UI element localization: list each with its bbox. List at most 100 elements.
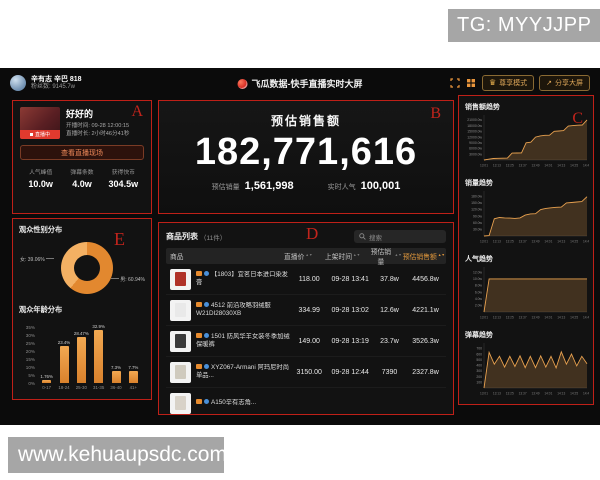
table-row[interactable]: A150辛有志角... bbox=[166, 388, 446, 414]
svg-text:13:01: 13:01 bbox=[480, 316, 488, 320]
svg-text:14:25: 14:25 bbox=[570, 316, 578, 320]
annotation-letter-b: B bbox=[430, 105, 441, 122]
svg-text:120.0w: 120.0w bbox=[471, 208, 482, 212]
tg-watermark: TG: MYYJJPP bbox=[448, 9, 600, 42]
svg-text:300: 300 bbox=[476, 369, 482, 373]
svg-text:13:01: 13:01 bbox=[480, 240, 488, 244]
grid-panel-icon[interactable] bbox=[466, 78, 477, 89]
bar-category-label: 36-40 bbox=[110, 385, 122, 390]
age-bar bbox=[94, 330, 104, 383]
product-list-title: 商品列表 bbox=[166, 232, 198, 241]
platform-tag-icon bbox=[203, 270, 209, 277]
sort-icon: ▲▼ bbox=[353, 253, 361, 258]
svg-text:180.0w: 180.0w bbox=[471, 195, 482, 199]
svg-text:13:25: 13:25 bbox=[506, 164, 514, 168]
col-time[interactable]: 上架时间 ▲▼ bbox=[324, 253, 361, 261]
svg-text:13:13: 13:13 bbox=[493, 240, 501, 244]
gender-donut bbox=[61, 242, 113, 294]
streamer-name: 辛有志 辛巴 818 bbox=[31, 75, 82, 83]
fullscreen-icon[interactable] bbox=[450, 78, 461, 89]
live-cover-image: 直播中 bbox=[20, 107, 60, 139]
axis-tick: 15% bbox=[25, 356, 35, 362]
svg-text:14:13: 14:13 bbox=[557, 316, 565, 320]
svg-text:13:37: 13:37 bbox=[519, 316, 527, 320]
product-thumbnail bbox=[170, 268, 191, 290]
search-input[interactable]: 搜索 bbox=[354, 230, 446, 243]
svg-text:13:49: 13:49 bbox=[532, 164, 540, 168]
annotation-letter-c: C bbox=[572, 110, 583, 127]
svg-text:6.0w: 6.0w bbox=[475, 290, 483, 294]
sort-icon: ▲▼ bbox=[305, 253, 313, 258]
table-row[interactable]: 【1803】宜茗日本进口染发膏 118.00 09-28 13:41 37.8w 445… bbox=[166, 264, 446, 295]
svg-text:14:01: 14:01 bbox=[544, 316, 552, 320]
product-name: 4512 前沿攻略羽绒服W21DI28030XB bbox=[196, 301, 271, 317]
shop-tag-icon bbox=[196, 301, 202, 308]
bar-category-label: 25-30 bbox=[75, 385, 87, 390]
bar-value-label: 23.4% bbox=[57, 339, 71, 345]
stat-coins-earned: 获得快币 304.5w bbox=[108, 170, 139, 189]
svg-text:30.0w: 30.0w bbox=[473, 228, 483, 232]
svg-text:13:25: 13:25 bbox=[506, 392, 514, 396]
popularity-chart: 12.0w 10.0w 8.0w 6.0w 4.0w 2.0w 13:01 13:13 13:2… bbox=[473, 267, 589, 320]
trends-panel: C 销售额趋势 21000.0w 18000.0w 15000.0w 12000.0w… bbox=[458, 95, 594, 405]
feigua-logo-icon bbox=[237, 78, 248, 89]
svg-text:13:37: 13:37 bbox=[519, 240, 527, 244]
table-row[interactable]: 4512 前沿攻略羽绒服W21DI28030XB 334.99 09-28 13:0… bbox=[166, 295, 446, 326]
bar-category-label: 0-17 bbox=[42, 385, 52, 390]
site-watermark: www.kehuaupsdc.com bbox=[8, 437, 227, 473]
svg-text:13:37: 13:37 bbox=[519, 164, 527, 168]
svg-text:14:25: 14:25 bbox=[570, 240, 578, 244]
platform-tag-icon bbox=[203, 332, 209, 339]
live-icon bbox=[29, 133, 33, 136]
svg-text:14:42: 14:42 bbox=[583, 240, 589, 244]
dashboard: 辛有志 辛巴 818 粉丝数: 9145.7w 飞瓜数据-快手直播实时大屏 ♛ … bbox=[0, 68, 600, 425]
col-revenue[interactable]: 预估销售额 ▲▼ bbox=[402, 253, 445, 261]
age-bar bbox=[59, 345, 69, 383]
product-name: 1501 防风华羊女装冬季加绒保暖裤 bbox=[196, 332, 290, 348]
live-price: 3150.00 bbox=[296, 368, 322, 376]
product-name: XYZ067-Armani 阿玛尼时尚单品... bbox=[196, 363, 290, 379]
svg-text:10.0w: 10.0w bbox=[473, 277, 483, 281]
bar-value-label: 28.47% bbox=[73, 331, 89, 337]
live-duration: 直播时长: 2小时46分41秒 bbox=[66, 131, 130, 138]
gender-chart-title: 观众性别分布 bbox=[19, 225, 63, 234]
axis-tick: 5% bbox=[28, 372, 35, 378]
table-row[interactable]: XYZ067-Armani 阿玛尼时尚单品... 3150.00 09-28 12:… bbox=[166, 357, 446, 388]
col-volume[interactable]: 预估销量 ▲▼ bbox=[370, 249, 402, 266]
search-icon bbox=[359, 233, 366, 240]
svg-text:150.0w: 150.0w bbox=[471, 201, 482, 205]
age-chart-title: 观众年龄分布 bbox=[19, 305, 63, 314]
axis-tick: 25% bbox=[25, 340, 35, 346]
svg-text:13:13: 13:13 bbox=[493, 392, 501, 396]
age-bar bbox=[111, 371, 121, 383]
streamer-panel: A 直播中 好好的 开播时间: 09-28 12:00:15 直播时长: 2小时… bbox=[12, 100, 152, 214]
bar-value-label: 32.9% bbox=[92, 324, 105, 330]
platform-tag-icon bbox=[203, 363, 209, 370]
product-thumbnail bbox=[170, 361, 191, 383]
bar-category-label: 18-24 bbox=[58, 385, 70, 390]
svg-text:13:01: 13:01 bbox=[480, 392, 488, 396]
svg-text:13:49: 13:49 bbox=[532, 392, 540, 396]
svg-text:6000.0w: 6000.0w bbox=[469, 147, 482, 151]
product-thumbnail bbox=[170, 392, 191, 414]
sales-volume-trend: 销量趋势 180.0w 150.0w 120.0w 90.0w 60.0w 30.0w 13… bbox=[463, 175, 589, 251]
start-time: 开播时间: 09-28 12:00:15 bbox=[66, 123, 130, 129]
table-row[interactable]: 1501 防风华羊女装冬季加绒保暖裤 149.00 09-28 13:19 23.7w… bbox=[166, 326, 446, 357]
svg-text:100: 100 bbox=[476, 381, 482, 385]
share-icon: ↗ bbox=[546, 80, 552, 87]
product-name: 【1803】宜茗日本进口染发膏 bbox=[196, 270, 288, 286]
svg-text:13:37: 13:37 bbox=[519, 392, 527, 396]
view-live-button[interactable]: 查看直播现场 bbox=[20, 145, 144, 160]
svg-text:21000.0w: 21000.0w bbox=[467, 118, 482, 122]
est-volume: 7390 bbox=[381, 368, 398, 376]
svg-text:14:42: 14:42 bbox=[583, 316, 589, 320]
svg-text:400: 400 bbox=[476, 364, 482, 368]
audience-panel: E 观众性别分布 女: 39.06% 男: 60.94% 观众年龄分布 35% 3… bbox=[12, 218, 152, 400]
premium-mode-button[interactable]: ♛ 尊享模式 bbox=[481, 75, 535, 91]
share-screen-button[interactable]: ↗ 分享大屏 bbox=[539, 75, 590, 91]
svg-text:14:01: 14:01 bbox=[544, 392, 552, 396]
col-price[interactable]: 直播价 ▲▼ bbox=[284, 253, 313, 261]
svg-text:14:13: 14:13 bbox=[557, 164, 565, 168]
sales-title: 预估销售额 bbox=[270, 114, 341, 128]
